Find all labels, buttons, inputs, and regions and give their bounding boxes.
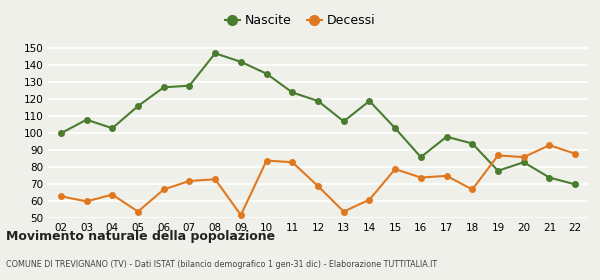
Text: COMUNE DI TREVIGNANO (TV) - Dati ISTAT (bilancio demografico 1 gen-31 dic) - Ela: COMUNE DI TREVIGNANO (TV) - Dati ISTAT (…	[6, 260, 437, 269]
Legend: Nascite, Decessi: Nascite, Decessi	[220, 9, 380, 32]
Text: Movimento naturale della popolazione: Movimento naturale della popolazione	[6, 230, 275, 242]
